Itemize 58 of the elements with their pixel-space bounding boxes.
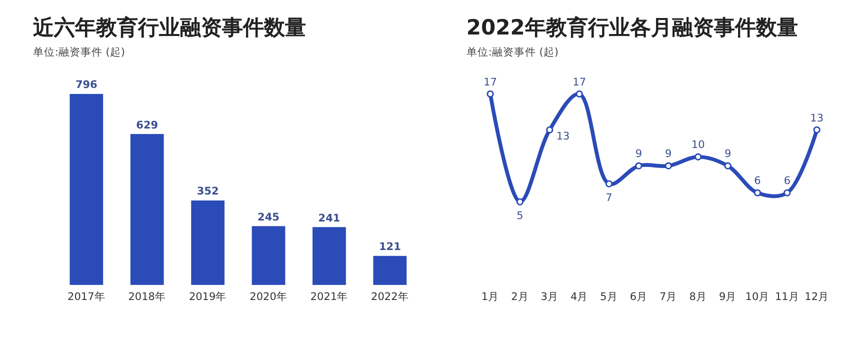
data-label: 6 <box>754 175 762 188</box>
data-label: 10 <box>691 139 705 152</box>
bar <box>252 226 286 285</box>
chart-subtitle: 单位:融资事件 (起) <box>466 46 558 59</box>
data-label: 629 <box>136 119 158 132</box>
data-label: 13 <box>810 112 824 124</box>
x-tick-label: 2020年 <box>250 291 288 304</box>
bar <box>191 200 225 285</box>
point <box>784 189 791 196</box>
point <box>546 126 554 134</box>
point <box>576 90 583 98</box>
x-tick-label: 5月 <box>600 291 618 304</box>
data-label: 9 <box>724 148 732 160</box>
data-label: 245 <box>258 211 280 224</box>
x-tick-label: 12月 <box>804 291 830 304</box>
bar <box>70 94 104 285</box>
chart-subtitle: 单位:融资事件 (起) <box>32 46 125 59</box>
point <box>605 180 613 188</box>
data-label: 5 <box>516 210 524 222</box>
x-tick-label: 8月 <box>689 291 707 304</box>
x-tick-label: 9月 <box>718 291 737 304</box>
data-label: 121 <box>378 241 401 254</box>
data-label: 7 <box>606 192 612 204</box>
data-label: 352 <box>196 186 219 198</box>
x-tick-label: 6月 <box>630 291 648 304</box>
x-tick-label: 2017年 <box>68 291 106 304</box>
x-tick-label: 2021年 <box>310 291 348 304</box>
x-tick-label: 3月 <box>540 291 558 304</box>
bar <box>373 256 407 285</box>
point <box>724 162 732 170</box>
point <box>813 126 820 134</box>
x-tick-label: 2月 <box>511 291 529 304</box>
x-tick-label: 7月 <box>660 291 678 304</box>
point <box>664 162 672 170</box>
x-tick-label: 2022年 <box>371 291 409 304</box>
data-label: 17 <box>484 76 497 88</box>
point <box>516 198 524 206</box>
data-label: 9 <box>665 148 672 160</box>
data-label: 6 <box>784 175 791 188</box>
data-label: 241 <box>318 212 340 224</box>
data-label: 796 <box>75 79 98 92</box>
chart-title: 近六年教育行业融资事件数量 <box>32 16 306 40</box>
x-tick-label: 4月 <box>570 291 588 304</box>
x-tick-label: 1月 <box>481 291 500 304</box>
data-label: 13 <box>556 130 570 142</box>
bar <box>130 134 164 285</box>
data-label: 17 <box>572 76 586 88</box>
x-tick-label: 2019年 <box>188 291 227 304</box>
data-label: 9 <box>635 148 642 160</box>
x-tick-label: 10月 <box>745 291 770 304</box>
point <box>754 189 762 196</box>
bar <box>312 227 346 285</box>
x-tick-label: 2018年 <box>128 291 166 304</box>
x-tick-label: 11月 <box>774 291 800 304</box>
point <box>694 153 702 160</box>
point <box>635 162 642 170</box>
chart-title: 2022年教育行业各月融资事件数量 <box>466 16 798 40</box>
point <box>486 90 494 98</box>
